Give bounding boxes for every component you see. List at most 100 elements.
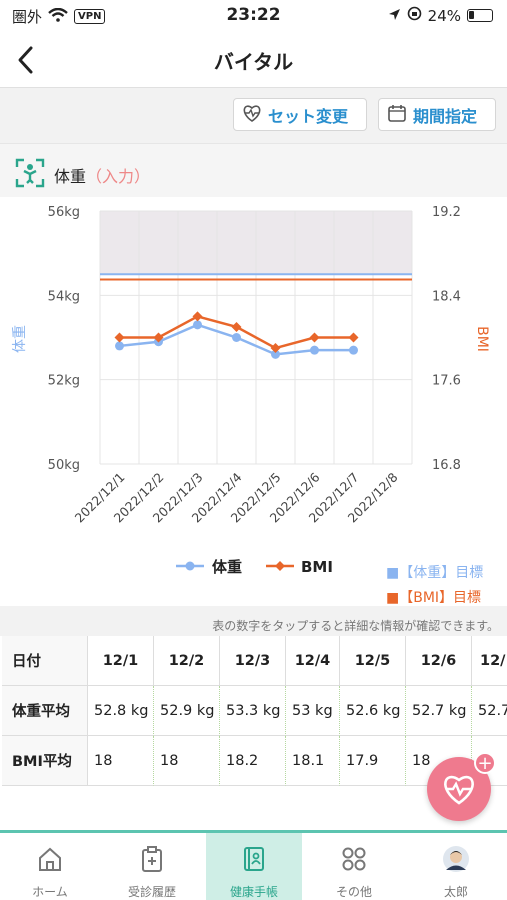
weight-cell[interactable]: 52.7 kg — [406, 686, 472, 736]
carrier-label: 圏外 — [12, 8, 43, 26]
date-header: 12/3 — [220, 636, 286, 686]
nav-bar: バイタル — [0, 34, 507, 88]
page-title: バイタル — [213, 50, 294, 74]
tab-health-notebook[interactable]: 健康手帳 — [206, 833, 302, 900]
bmi-cell[interactable]: 18.2 — [220, 736, 286, 786]
toolbar: セット変更 期間指定 — [0, 88, 507, 143]
y2-tick-label: 19.2 — [432, 205, 461, 220]
table-row: 体重平均 52.8 kg 52.9 kg 53.3 kg 53 kg 52.6 … — [2, 686, 507, 736]
body-scan-icon — [15, 158, 45, 192]
vitals-table: 日付 12/1 12/2 12/3 12/4 12/5 12/6 12/ 体重平… — [2, 636, 507, 788]
weight-point — [310, 345, 319, 355]
date-header: 12/5 — [340, 636, 406, 686]
back-button[interactable] — [12, 42, 42, 78]
orientation-lock-icon — [407, 6, 422, 25]
notebook-icon — [244, 847, 264, 871]
weight-cell[interactable]: 52.7 — [472, 686, 507, 736]
weight-point — [193, 320, 202, 330]
legend-bmi-target: ■【BMI】目標 — [386, 590, 481, 605]
date-header: 12/6 — [406, 636, 472, 686]
date-header: 12/1 — [88, 636, 154, 686]
fab-plus-icon[interactable]: + — [474, 752, 496, 774]
tab-label: 健康手帳 — [229, 885, 278, 899]
y-axis-title: 体重 — [12, 325, 28, 353]
weight-point — [232, 333, 241, 342]
bmi-cell[interactable]: 18 — [88, 736, 154, 786]
tab-label: ホーム — [32, 885, 68, 899]
table-header-label: 日付 — [2, 636, 88, 686]
heart-pulse-icon — [242, 104, 262, 126]
bmi-point — [231, 321, 242, 332]
location-icon — [388, 7, 401, 25]
section-subtitle: （入力） — [86, 167, 151, 186]
weight-point — [115, 341, 124, 351]
wifi-icon — [48, 7, 68, 26]
chevron-left-icon — [18, 46, 33, 74]
period-button[interactable]: 期間指定 — [378, 98, 496, 131]
bmi-point — [309, 332, 320, 343]
grid-icon — [342, 847, 366, 871]
battery-percent: 24% — [427, 6, 461, 25]
y2-tick-label: 17.6 — [432, 374, 461, 389]
y-tick-label: 52kg — [48, 374, 80, 389]
row-label: 体重平均 — [2, 686, 88, 736]
bmi-point — [153, 332, 164, 343]
weight-cell[interactable]: 52.6 kg — [340, 686, 406, 736]
y2-tick-label: 18.4 — [432, 289, 461, 304]
date-header: 12/4 — [286, 636, 340, 686]
bmi-point — [114, 332, 125, 343]
bmi-cell[interactable]: 18.1 — [286, 736, 340, 786]
weight-point — [271, 349, 280, 359]
y2-tick-label: 16.8 — [432, 458, 461, 473]
tab-profile[interactable]: 太郎 — [408, 833, 504, 900]
table-note: 表の数字をタップすると詳細な情報が確認できます。 — [0, 606, 507, 636]
date-header: 12/2 — [154, 636, 220, 686]
bmi-point — [270, 343, 281, 354]
date-header: 12/ — [472, 636, 507, 686]
clipboard-icon — [142, 846, 162, 872]
tab-history[interactable]: 受診履歴 — [104, 833, 200, 900]
y-tick-label: 56kg — [48, 205, 80, 220]
avatar — [443, 846, 469, 872]
weight-cell[interactable]: 53 kg — [286, 686, 340, 736]
bmi-cell[interactable]: 18 — [154, 736, 220, 786]
section-title-text: 体重 — [54, 167, 87, 186]
bmi-cell[interactable]: 17.9 — [340, 736, 406, 786]
tab-label: その他 — [335, 885, 372, 899]
y2-axis-title: BMI — [474, 326, 490, 352]
period-label: 期間指定 — [413, 106, 478, 126]
section-title: 体重（入力） — [54, 163, 150, 187]
tab-label: 太郎 — [443, 885, 468, 899]
section-header: 体重（入力） — [0, 143, 507, 197]
calendar-icon — [387, 103, 407, 127]
status-bar: 圏外 VPN 23:22 24% — [0, 0, 507, 34]
bmi-point — [348, 332, 359, 343]
row-label: BMI平均 — [2, 736, 88, 786]
heart-pulse-icon — [444, 775, 474, 805]
legend-weight-target: ■【体重】目標 — [386, 565, 483, 581]
table-header-row: 日付 12/1 12/2 12/3 12/4 12/5 12/6 12/ — [2, 636, 507, 686]
tab-label: 受診履歴 — [127, 885, 176, 899]
clock: 23:22 — [226, 5, 281, 25]
weight-cell[interactable]: 52.8 kg — [88, 686, 154, 736]
set-change-label: セット変更 — [268, 106, 349, 126]
weight-chart: 50kg 52kg 54kg 56kg 16.8 17.6 18.4 19.2 体重 BMI 202… — [0, 197, 507, 606]
legend-weight-label: 体重 — [212, 558, 242, 576]
legend-weight-marker — [185, 561, 195, 571]
weight-point — [349, 345, 358, 355]
tab-home[interactable]: ホーム — [2, 833, 98, 900]
tab-bar: ホーム 受診履歴 健康手帳 その他 太郎 — [0, 830, 507, 900]
bmi-point — [192, 311, 203, 322]
vpn-badge: VPN — [74, 9, 106, 24]
y-tick-label: 54kg — [48, 289, 80, 304]
y-tick-label: 50kg — [48, 458, 80, 473]
legend-bmi-label: BMI — [301, 558, 333, 576]
legend-bmi-marker — [275, 561, 285, 571]
home-icon — [39, 847, 61, 871]
weight-cell[interactable]: 52.9 kg — [154, 686, 220, 736]
weight-cell[interactable]: 53.3 kg — [220, 686, 286, 736]
set-change-button[interactable]: セット変更 — [233, 98, 367, 131]
tab-other[interactable]: その他 — [306, 833, 402, 900]
